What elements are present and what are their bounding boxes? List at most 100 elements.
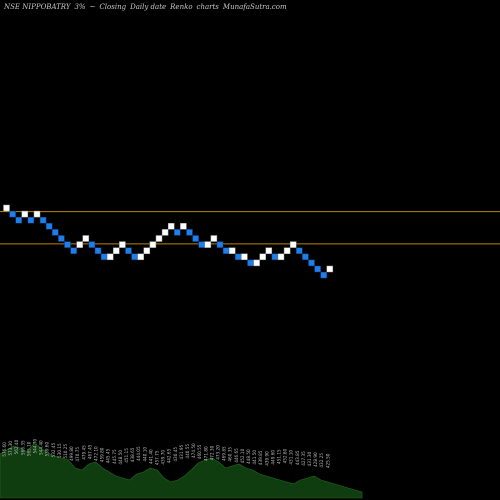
price-label-42: 441.50: [252, 450, 257, 465]
price-label-2: 573.30: [8, 441, 13, 456]
renko-brick-54: [326, 265, 334, 273]
renko-brick-32: [192, 235, 199, 242]
renko-brick-39: [235, 253, 242, 261]
renko-brick-28: [167, 223, 175, 230]
price-label-28: 442.65: [167, 448, 172, 463]
daily-label: Daily date: [130, 3, 167, 11]
renko-brick-11: [64, 241, 71, 248]
renko-brick-30: [180, 223, 187, 230]
price-label-7: 544.40: [39, 440, 44, 455]
arrow-label: ~: [89, 3, 96, 11]
price-label-37: 469.85: [222, 446, 227, 461]
price-label-18: 445.45: [106, 448, 111, 463]
price-label-32: 474.50: [191, 443, 196, 458]
renko-brick-4: [21, 210, 29, 218]
price-label-45: 449.60: [270, 450, 275, 465]
renko-brick-2: [9, 210, 16, 218]
price-label-53: 432.25: [319, 453, 324, 468]
renko-brick-6: [33, 210, 41, 218]
renko-brick-3: [15, 216, 22, 224]
price-label-12: 499.80: [69, 446, 74, 461]
renko-brick-38: [228, 247, 236, 254]
renko-brick-29: [174, 229, 181, 236]
price-label-20: 448.50: [118, 450, 123, 465]
renko-brick-46: [277, 253, 285, 261]
renko-brick-51: [308, 259, 315, 267]
renko-brick-15: [88, 241, 96, 248]
renko-brick-43: [259, 253, 266, 261]
renko-brick-34: [204, 241, 212, 248]
renko-brick-12: [70, 247, 77, 254]
chart-header: NSE NIPPOBATRY 3% ~ Closing Daily date Renko c…: [4, 3, 494, 11]
renko-brick-7: [39, 216, 47, 224]
price-label-13: 470.75: [75, 447, 80, 462]
price-label-14: 479.45: [81, 445, 86, 460]
price-label-11: 510.25: [63, 444, 68, 459]
price-label-1: 576.60: [2, 442, 7, 457]
renko-brick-1: [3, 204, 10, 212]
renko-brick-37: [222, 247, 230, 254]
renko-brick-13: [76, 241, 83, 248]
price-label-16: 472.10: [94, 446, 99, 461]
price-label-38: 460.35: [228, 447, 233, 462]
price-label-36: 473.20: [216, 445, 221, 460]
price-label-24: 440.10: [142, 447, 147, 462]
renko-brick-33: [198, 241, 205, 248]
price-label-52: 428.90: [313, 452, 318, 467]
price-label-27: 439.70: [161, 450, 166, 465]
symbol-label: NSE NIPPOBATRY: [4, 3, 71, 11]
price-label-46: 451.15: [277, 449, 282, 464]
price-label-51: 431.30: [307, 451, 312, 466]
volume-area: [0, 442, 363, 499]
renko-brick-48: [289, 241, 297, 248]
renko-brick-9: [52, 229, 59, 236]
renko-brick-20: [119, 241, 126, 248]
renko-brick-17: [100, 253, 108, 261]
price-label-41: 448.50: [246, 449, 251, 464]
price-label-47: 452.80: [283, 448, 288, 463]
price-label-44: 439.90: [264, 451, 269, 466]
renko-brick-27: [161, 229, 169, 236]
charts-label: charts: [196, 3, 219, 11]
price-label-49: 443.85: [295, 450, 300, 465]
price-label-39: 446.65: [234, 448, 239, 463]
renko-label: Renko: [170, 3, 193, 11]
price-label-22: 438.65: [130, 447, 135, 462]
renko-brick-18: [106, 253, 114, 261]
closing-label: Closing: [99, 3, 127, 11]
price-label-5: 565.10: [26, 441, 31, 456]
renko-brick-25: [149, 241, 157, 248]
price-label-26: 457.75: [155, 450, 160, 465]
price-label-35: 472.30: [209, 445, 214, 460]
price-label-10: 530.15: [57, 443, 62, 458]
renko-brick-26: [155, 235, 163, 242]
price-label-9: 532.45: [51, 442, 56, 457]
renko-brick-47: [283, 247, 291, 254]
price-label-19: 445.75: [112, 449, 117, 464]
price-label-8: 539.60: [45, 442, 50, 457]
renko-brick-45: [271, 253, 279, 261]
price-label-21: 451.15: [124, 448, 129, 463]
renko-brick-50: [302, 253, 309, 261]
renko-brick-52: [314, 265, 321, 273]
renko-brick-16: [94, 247, 102, 254]
price-label-6: 544.70: [33, 439, 38, 454]
renko-brick-40: [241, 253, 248, 261]
renko-brick-14: [82, 235, 90, 242]
price-label-54: 425.50: [325, 453, 330, 468]
price-label-4: 566.35: [20, 440, 25, 455]
price-label-34: 471.80: [203, 446, 208, 461]
percent-label: 3%: [74, 3, 86, 11]
price-label-30: 431.95: [179, 445, 184, 460]
price-label-40: 452.10: [240, 448, 245, 463]
renko-brick-24: [143, 247, 151, 254]
price-label-25: 441.40: [148, 449, 153, 464]
price-label-50: 427.35: [301, 451, 306, 466]
renko-brick-19: [113, 247, 120, 254]
price-label-43: 439.85: [258, 450, 263, 465]
renko-brick-21: [125, 247, 132, 254]
renko-brick-36: [216, 241, 224, 248]
price-label-17: 459.80: [100, 447, 105, 462]
renko-brick-44: [265, 247, 273, 254]
